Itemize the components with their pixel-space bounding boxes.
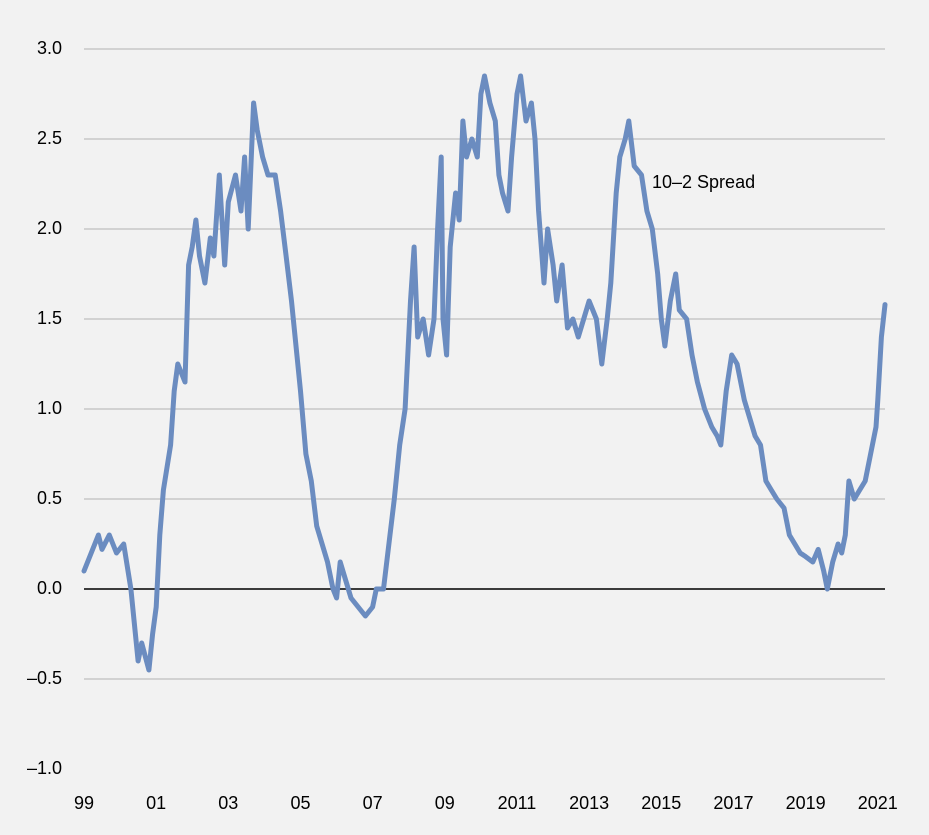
x-tick-label: 99 [74, 793, 94, 813]
x-tick-label: 2015 [641, 793, 681, 813]
y-tick-label: 1.5 [37, 308, 62, 328]
y-tick-label: 0.5 [37, 488, 62, 508]
y-tick-label: 2.0 [37, 218, 62, 238]
x-tick-label: 01 [146, 793, 166, 813]
annotation: 10–2 Spread [652, 172, 755, 192]
x-tick-label: 2013 [569, 793, 609, 813]
x-tick-label: 07 [363, 793, 383, 813]
x-tick-label: 09 [435, 793, 455, 813]
x-tick-label: 2011 [498, 793, 537, 813]
x-tick-label: 2019 [786, 793, 826, 813]
x-tick-label: 05 [290, 793, 310, 813]
y-tick-label: 2.5 [37, 128, 62, 148]
x-tick-label: 2021 [858, 793, 898, 813]
data-line [81, 73, 888, 673]
y-tick-label: 3.0 [37, 38, 62, 58]
x-tick-label: 03 [218, 793, 238, 813]
y-tick-label: 0.0 [37, 578, 62, 598]
y-tick-label: 1.0 [37, 398, 62, 418]
y-tick-label: –1.0 [27, 758, 62, 778]
y-tick-label: –0.5 [27, 668, 62, 688]
x-tick-label: 2017 [713, 793, 753, 813]
